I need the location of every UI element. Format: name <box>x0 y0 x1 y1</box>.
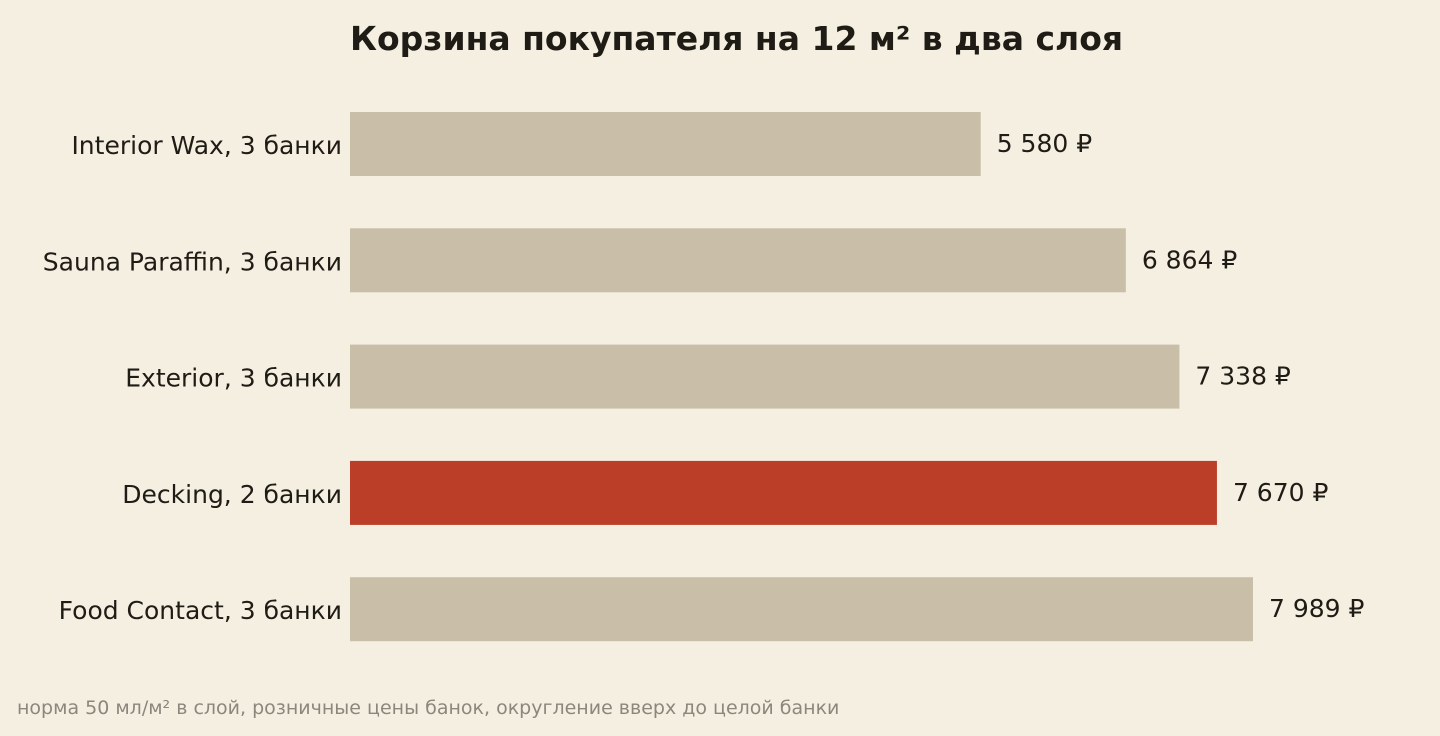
value-label: 6 864 ₽ <box>1142 245 1238 274</box>
value-label: 7 338 ₽ <box>1195 362 1291 391</box>
category-label: Food Contact, 3 банки <box>59 596 342 625</box>
bar-highlighted <box>350 460 1217 525</box>
value-label: 7 989 ₽ <box>1269 594 1365 623</box>
category-label: Interior Wax, 3 банки <box>71 131 342 160</box>
value-label: 7 670 ₽ <box>1233 478 1329 507</box>
category-label: Exterior, 3 банки <box>125 364 342 393</box>
chart-footnote: норма 50 мл/м² в слой, розничные цены ба… <box>17 697 840 719</box>
value-label: 5 580 ₽ <box>997 129 1093 158</box>
bar <box>350 344 1180 409</box>
category-label: Decking, 2 банки <box>122 480 342 509</box>
bar <box>350 112 981 176</box>
bar <box>350 577 1253 642</box>
bar <box>350 228 1126 293</box>
category-label: Sauna Paraffin, 3 банки <box>43 247 342 276</box>
chart-title: Корзина покупателя на 12 м² в два слоя <box>350 19 1124 58</box>
